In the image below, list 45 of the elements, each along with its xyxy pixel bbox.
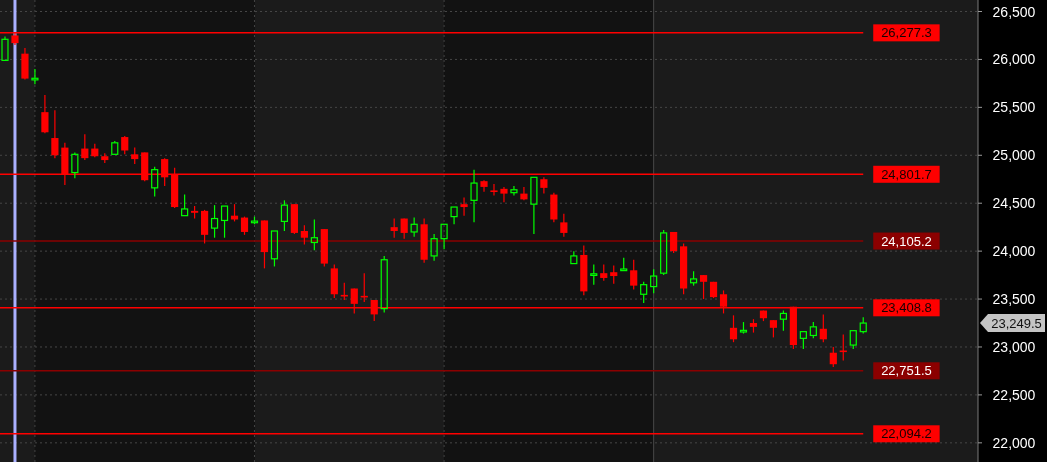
candlestick <box>240 216 249 236</box>
candlestick <box>1 35 9 61</box>
candlestick <box>500 186 508 203</box>
candlestick <box>81 133 89 161</box>
y-tick-label: 25,000 <box>992 147 1036 164</box>
candlestick <box>440 223 448 250</box>
candlestick <box>510 185 518 197</box>
y-tick-label: 24,500 <box>992 195 1036 212</box>
text: 23,249.5 <box>991 315 1042 331</box>
ref-line-label: 24,801.7 <box>881 166 932 182</box>
candlestick <box>630 259 638 291</box>
ref-line-label: 22,094.2 <box>881 426 932 442</box>
ref-line-label: 26,277.3 <box>881 25 932 41</box>
candlestick <box>530 176 538 235</box>
y-tick-label: 22,000 <box>992 434 1036 451</box>
candlestick <box>839 333 847 361</box>
candlestick <box>470 169 478 223</box>
candlestick <box>699 274 708 300</box>
candlestick <box>560 213 568 238</box>
y-tick-label: 23,500 <box>992 291 1036 308</box>
candlestick <box>31 68 39 85</box>
candlestick <box>41 94 49 134</box>
candlestick <box>610 264 618 285</box>
y-tick-label: 25,500 <box>992 99 1036 116</box>
candlestick <box>460 196 468 217</box>
y-tick-label: 23,000 <box>992 338 1036 355</box>
candlestick <box>729 314 738 343</box>
candlestick <box>490 183 498 197</box>
candlestick <box>430 233 438 262</box>
y-tick-label: 26,000 <box>992 51 1036 68</box>
candlestick <box>390 217 398 239</box>
candlestick <box>450 206 458 225</box>
candlestick <box>819 313 827 343</box>
candlestick <box>520 186 528 201</box>
y-tick-label: 24,000 <box>992 243 1036 260</box>
y-tick-label: 26,500 <box>992 3 1036 20</box>
candlestick <box>51 109 59 159</box>
ref-line-label: 24,105.2 <box>881 233 932 249</box>
candlestick <box>829 346 837 368</box>
candlestick <box>300 224 308 246</box>
ref-line-label: 23,408.8 <box>881 300 932 316</box>
candlestick <box>200 209 209 245</box>
ref-line-label: 22,751.5 <box>881 363 932 379</box>
candlestick <box>121 135 129 155</box>
y-tick-label: 22,500 <box>992 386 1036 403</box>
